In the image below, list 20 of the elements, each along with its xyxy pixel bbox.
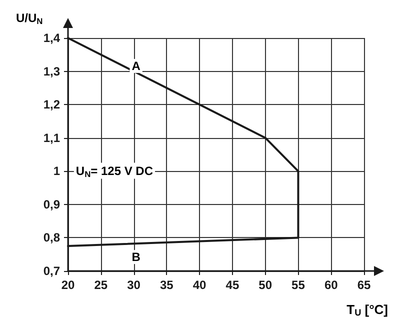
y-tick-label: 1,4 [43,31,60,45]
x-tick-label: 50 [258,278,272,292]
annotation: B [132,250,141,264]
x-tick-label: 40 [192,278,207,292]
x-tick-label: 45 [226,278,240,292]
x-tick-label: 60 [324,278,338,292]
x-tick-label: 65 [357,278,371,292]
annotation: A [132,58,141,73]
x-tick-label: 35 [160,278,174,292]
x-tick-label: 30 [127,278,141,292]
x-tick-label: 25 [94,278,108,292]
y-tick-label: 1,3 [43,64,60,78]
x-tick-label: 20 [61,278,75,292]
x-tick-label: 55 [292,278,306,292]
y-tick-label: 0,7 [43,264,60,278]
y-tick-label: 0,8 [43,230,60,245]
y-tick-label: 0,9 [43,197,60,212]
y-tick-label: 1,1 [43,130,60,145]
y-tick-label: 1 [53,164,60,178]
y-tick-label: 1,2 [43,98,60,112]
